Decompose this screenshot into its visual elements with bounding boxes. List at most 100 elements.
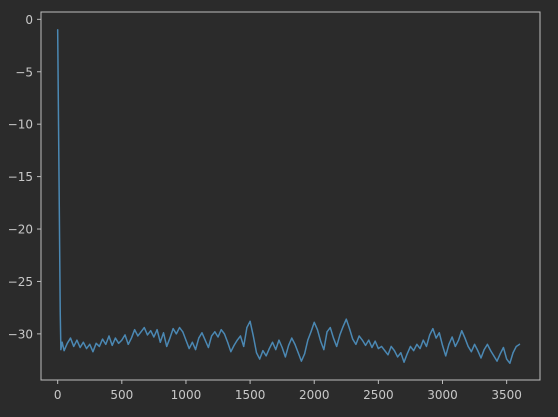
data-point [118,342,120,344]
y-tick-label: −20 [8,223,33,237]
data-point [403,361,405,363]
data-point [172,328,174,330]
x-tick-label: 3000 [427,388,458,402]
data-point [159,341,161,343]
data-point [297,352,299,354]
data-point [169,337,171,339]
data-point [320,340,322,342]
x-tick-label: 2500 [363,388,394,402]
series-points [57,29,521,364]
data-point [61,341,63,343]
data-point [461,330,463,332]
data-point [294,343,296,345]
data-point [448,343,450,345]
data-point [255,352,258,354]
data-point [438,332,440,334]
data-point [134,329,136,331]
data-point [361,339,363,341]
data-point [413,350,415,352]
data-point [400,352,402,354]
data-point [457,339,460,341]
data-point [194,349,197,351]
data-point [220,329,222,331]
data-point [198,337,200,339]
data-point [146,334,149,336]
data-point [185,339,187,341]
data-point [95,342,97,344]
data-point [121,339,123,341]
data-point [509,362,511,364]
x-axis-ticks: 0 500 1000 1500 2000 2500 3000 3500 [54,380,522,402]
data-point [464,337,466,339]
data-point [291,337,293,339]
data-point [380,345,383,348]
x-tick-label: 1500 [235,388,266,402]
data-point [323,349,325,351]
data-point [211,335,213,337]
data-point [175,333,177,335]
data-point [493,355,495,357]
data-point [473,343,476,345]
x-tick-label: 500 [110,388,133,402]
data-point [416,343,418,345]
data-point [374,340,376,342]
data-point [512,352,514,354]
data-point [188,347,190,350]
data-point [310,331,312,333]
data-point [515,345,517,348]
data-point [59,312,61,314]
data-point [345,318,347,320]
data-point [441,344,444,346]
data-point [352,338,354,340]
data-point [265,355,267,357]
data-point [227,341,229,343]
data-point [435,337,437,339]
data-point [300,360,302,362]
data-point [69,337,72,339]
data-point [342,325,344,328]
data-point [236,339,238,341]
data-point [470,351,472,353]
data-point [445,355,447,357]
data-point [204,339,206,341]
data-point [252,335,254,337]
data-point [162,332,165,334]
data-point [332,337,335,339]
data-point [422,339,424,341]
data-point [477,350,479,352]
data-point [496,360,498,362]
data-point [239,335,242,337]
data-point [409,345,412,348]
plot-frame [40,11,541,381]
data-point [243,345,245,348]
data-point [98,345,100,348]
data-point [499,353,501,355]
data-point [101,338,104,340]
data-point [483,349,485,351]
data-point [425,345,428,348]
data-point [278,339,280,341]
data-point [137,335,139,337]
y-tick-label: 0 [25,13,33,27]
data-point [451,336,453,338]
data-point [92,351,94,353]
data-point [287,344,290,346]
data-point [140,331,142,333]
data-point [316,329,319,331]
data-point [329,326,331,329]
data-point [355,343,357,345]
data-point [191,341,193,343]
data-point [124,334,126,336]
data-point [214,331,216,333]
data-point [339,334,341,336]
data-point [246,326,248,329]
data-point [358,335,360,337]
data-point [108,335,110,337]
y-tick-label: −15 [8,170,33,184]
data-point [156,329,158,331]
data-point [57,29,59,31]
data-point [467,345,469,348]
data-point [506,358,508,360]
data-point [63,350,65,352]
